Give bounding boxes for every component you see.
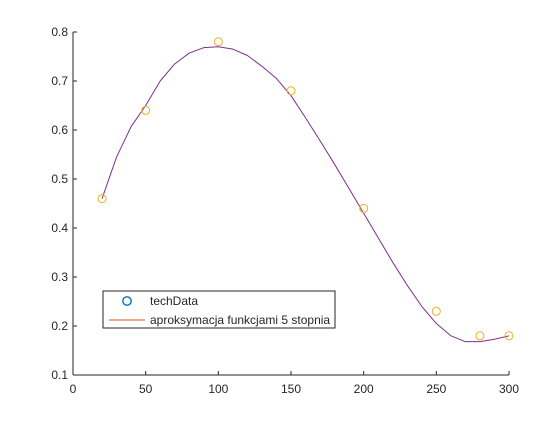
x-tick-label: 0 <box>70 382 77 396</box>
fit-line <box>101 46 510 343</box>
x-tick-label: 300 <box>499 382 519 396</box>
y-ticks: 0.1 0.2 0.3 0.4 0.5 0.6 0.7 0.8 <box>51 25 77 382</box>
y-tick-label: 0.8 <box>51 25 68 39</box>
y-tick-label: 0.3 <box>51 270 68 284</box>
y-tick-label: 0.6 <box>51 123 68 137</box>
x-tick-label: 100 <box>208 382 228 396</box>
y-tick-label: 0.4 <box>51 221 68 235</box>
y-tick-label: 0.5 <box>51 172 68 186</box>
data-point <box>431 306 441 316</box>
data-point <box>213 37 223 47</box>
x-tick-label: 50 <box>139 382 153 396</box>
data-point <box>97 194 107 204</box>
data-point <box>504 331 514 341</box>
legend: techData aproksymacja funkcjami 5 stopni… <box>102 290 336 329</box>
legend-label-techdata: techData <box>150 294 198 308</box>
legend-box <box>102 290 336 329</box>
data-point <box>141 105 151 115</box>
x-tick-label: 200 <box>354 382 374 396</box>
data-point <box>286 86 296 96</box>
fit-line-layer <box>101 46 510 343</box>
y-tick-label: 0.1 <box>51 368 68 382</box>
legend-marker-techdata <box>122 296 132 306</box>
y-tick-label: 0.7 <box>51 74 68 88</box>
x-tick-label: 250 <box>426 382 446 396</box>
x-ticks: 0 50 100 150 200 250 300 <box>70 371 519 396</box>
data-point <box>475 331 485 341</box>
data-point <box>359 203 369 213</box>
y-tick-label: 0.2 <box>51 319 68 333</box>
legend-label-fit: aproksymacja funkcjami 5 stopnia <box>150 313 330 327</box>
x-tick-label: 150 <box>281 382 301 396</box>
data-marker-layer <box>97 37 514 341</box>
